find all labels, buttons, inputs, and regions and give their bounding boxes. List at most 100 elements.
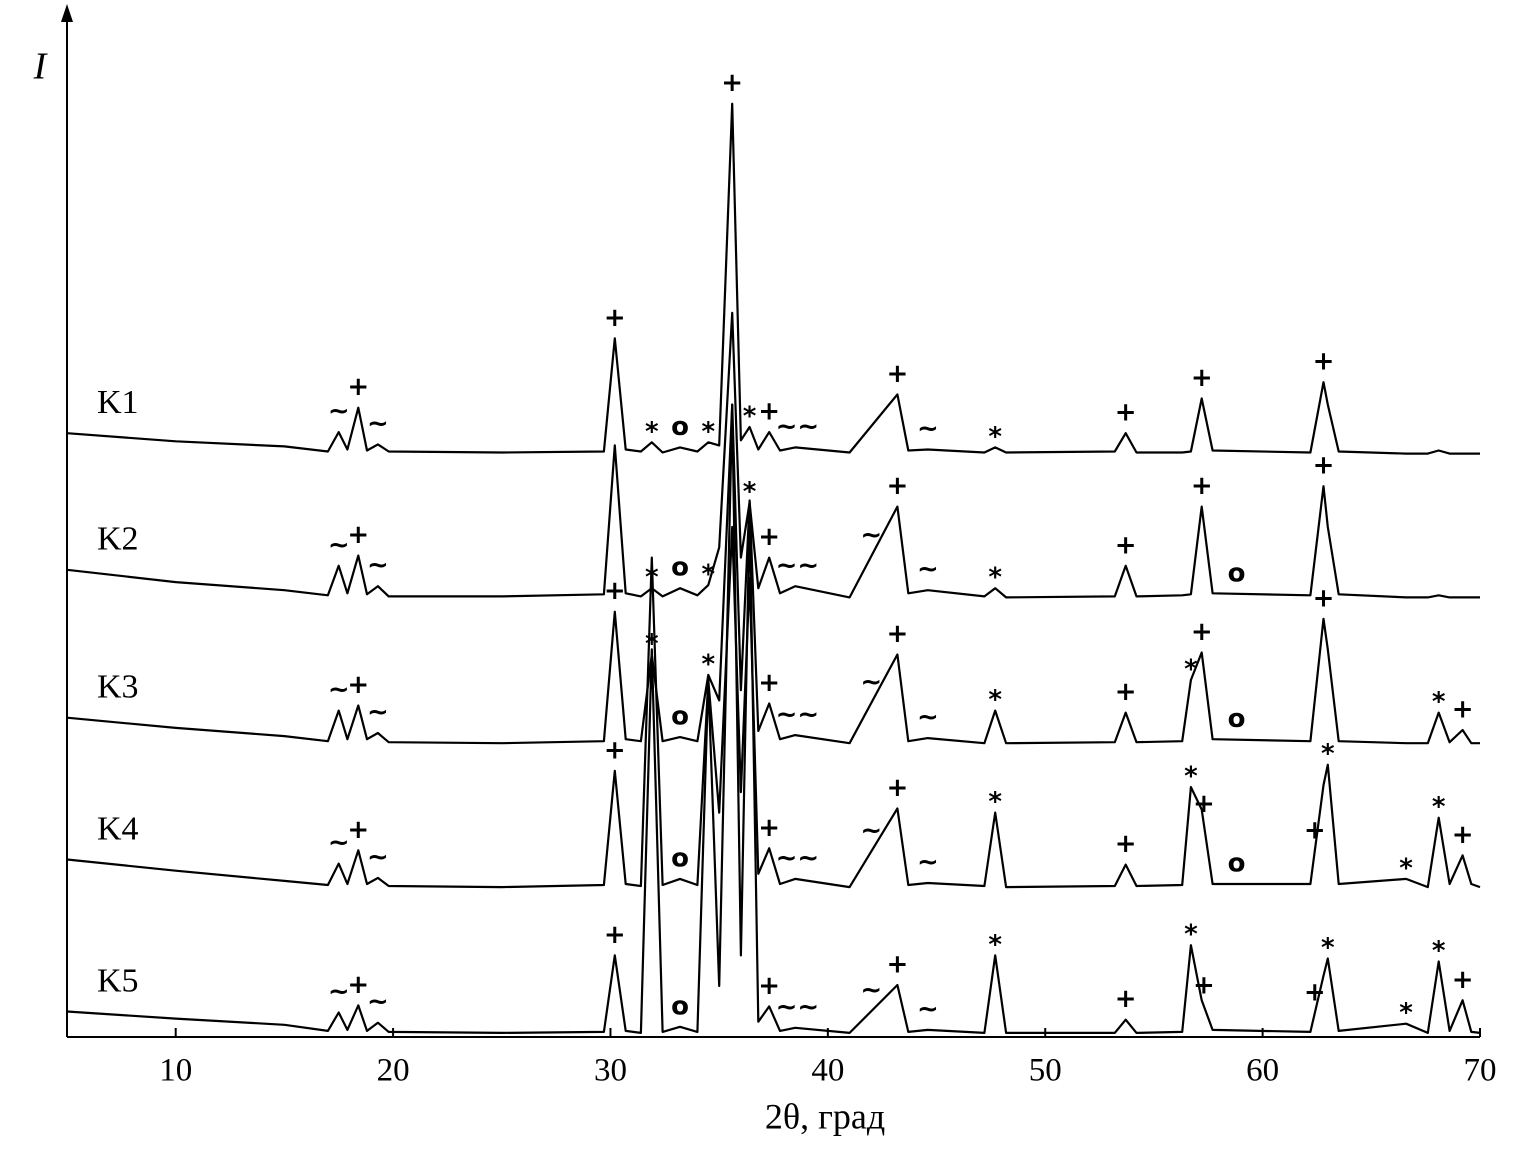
phase-marker: ~~ <box>776 844 820 874</box>
phase-marker: + <box>1304 816 1326 846</box>
x-tick-label: 30 <box>594 1053 627 1089</box>
phase-marker: ~ <box>917 994 939 1024</box>
phase-marker: + <box>1313 451 1335 481</box>
phase-marker: * <box>988 563 1002 593</box>
phase-marker: + <box>1191 617 1213 647</box>
phase-marker: ~ <box>860 976 882 1006</box>
phase-marker: ~~ <box>776 551 820 581</box>
phase-marker: * <box>743 477 757 507</box>
phase-marker: + <box>887 773 909 803</box>
phase-marker: o <box>671 412 689 442</box>
x-tick-label: 60 <box>1246 1053 1279 1089</box>
phase-marker: ~~ <box>776 993 820 1023</box>
phase-marker: * <box>1399 998 1413 1028</box>
phase-marker: * <box>1432 687 1446 717</box>
phase-marker: + <box>347 670 369 700</box>
phase-marker: * <box>645 417 659 447</box>
phase-marker: + <box>347 372 369 402</box>
phase-marker: + <box>347 970 369 1000</box>
phase-marker: + <box>1452 820 1474 850</box>
phase-marker: o <box>671 553 689 583</box>
phase-marker: + <box>1115 984 1137 1014</box>
phase-marker: + <box>721 68 743 98</box>
phase-marker: * <box>1321 739 1335 769</box>
x-tick-label: 70 <box>1464 1053 1497 1089</box>
series-name: K4 <box>97 810 139 847</box>
phase-marker: ~~ <box>776 412 820 442</box>
phase-marker: + <box>758 971 780 1001</box>
phase-marker: + <box>1313 347 1335 377</box>
y-axis-label: I <box>33 46 49 88</box>
phase-marker: * <box>1321 933 1335 963</box>
phase-marker: * <box>743 402 757 432</box>
phase-marker: + <box>1115 829 1137 859</box>
phase-marker: + <box>604 735 626 765</box>
phase-marker: + <box>887 949 909 979</box>
phase-marker: ~ <box>367 987 389 1017</box>
phase-marker: + <box>887 359 909 389</box>
phase-marker: * <box>1184 762 1198 792</box>
phase-marker: + <box>758 813 780 843</box>
phase-marker: ~ <box>860 521 882 551</box>
phase-marker: + <box>1115 677 1137 707</box>
series-name: K2 <box>97 521 139 558</box>
phase-marker: + <box>1191 363 1213 393</box>
phase-marker: o <box>671 843 689 873</box>
phase-marker: ~ <box>860 667 882 697</box>
phase-marker: * <box>1184 655 1198 685</box>
phase-marker: * <box>1184 920 1198 950</box>
series-name: K3 <box>97 669 139 706</box>
phase-marker: * <box>1432 792 1446 822</box>
xrd-pattern <box>66 525 1481 889</box>
xrd-pattern <box>66 403 1481 1034</box>
phase-marker: ~ <box>328 675 350 705</box>
phase-marker: + <box>604 576 626 606</box>
phase-marker: ~ <box>917 555 939 585</box>
phase-marker: * <box>988 422 1002 452</box>
phase-marker: * <box>988 685 1002 715</box>
phase-marker: * <box>701 649 715 679</box>
x-tick-label: 50 <box>1029 1053 1062 1089</box>
x-tick-label: 20 <box>377 1053 410 1089</box>
phase-marker: + <box>1452 965 1474 995</box>
phase-marker: o <box>1228 558 1246 588</box>
phase-marker: + <box>758 397 780 427</box>
phase-marker: + <box>1452 694 1474 724</box>
phase-marker: ~ <box>917 703 939 733</box>
series-name: K1 <box>97 384 139 421</box>
phase-marker: o <box>1228 704 1246 734</box>
phase-marker: + <box>1115 530 1137 560</box>
phase-marker: + <box>1304 978 1326 1008</box>
phase-marker: * <box>1399 853 1413 883</box>
phase-marker: ~ <box>917 847 939 877</box>
phase-marker: ~ <box>860 816 882 846</box>
phase-marker: + <box>1115 398 1137 428</box>
phase-marker: o <box>671 702 689 732</box>
phase-marker: * <box>701 417 715 447</box>
phase-marker: + <box>347 520 369 550</box>
phase-marker: * <box>988 930 1002 960</box>
xrd-pattern <box>66 102 1480 455</box>
phase-marker: + <box>604 920 626 950</box>
x-axis-label: 2θ, град <box>765 1096 885 1136</box>
phase-marker: o <box>1228 849 1246 879</box>
phase-marker: + <box>887 619 909 649</box>
phase-marker: ~ <box>367 842 389 872</box>
phase-marker: ~ <box>367 409 389 439</box>
phase-marker: + <box>887 471 909 501</box>
phase-marker: ~~ <box>776 700 820 730</box>
phase-marker: ~ <box>367 698 389 728</box>
phase-marker: + <box>1191 471 1213 501</box>
phase-marker: + <box>604 303 626 333</box>
x-tick-label: 10 <box>159 1053 192 1089</box>
phase-marker: ~ <box>328 530 350 560</box>
phase-marker: + <box>758 522 780 552</box>
phase-marker: + <box>1193 971 1215 1001</box>
phase-marker: ~ <box>328 397 350 427</box>
phase-marker: + <box>1193 789 1215 819</box>
phase-marker: * <box>1432 936 1446 966</box>
series-name: K5 <box>97 962 139 999</box>
phase-marker: ~ <box>328 828 350 858</box>
phase-marker: * <box>701 560 715 590</box>
